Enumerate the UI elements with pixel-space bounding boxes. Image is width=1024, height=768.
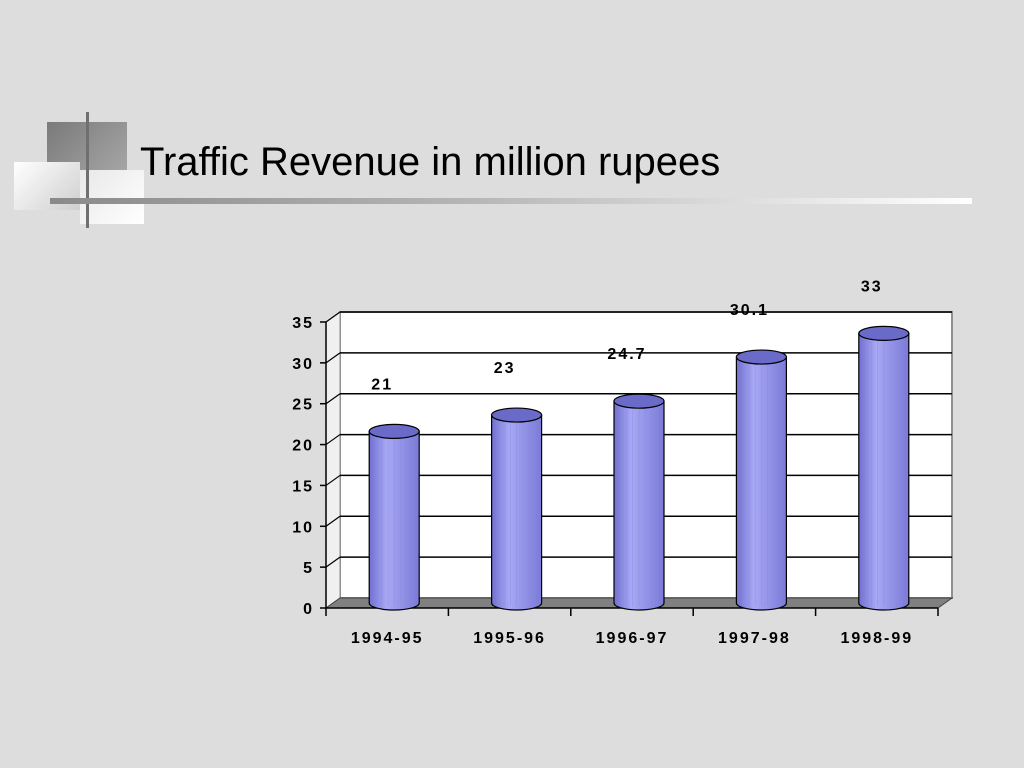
- x-tick-label-1998-99: 1998-99: [840, 630, 913, 647]
- bar-top: [368, 423, 420, 439]
- gridline-side: [325, 434, 341, 446]
- gridline-side: [325, 393, 341, 405]
- bar-top: [858, 325, 910, 341]
- y-tick-label: 10: [292, 519, 314, 536]
- y-tick-label: 5: [303, 560, 314, 577]
- gridline-side: [325, 515, 341, 527]
- x-tick-label-1997-98: 1997-98: [718, 630, 791, 647]
- data-label-1996-97: 24.7: [607, 346, 646, 363]
- y-tick-label: 20: [292, 438, 314, 455]
- x-tick-label-1994-95: 1994-95: [351, 630, 424, 647]
- bar-top: [613, 393, 665, 409]
- data-label-1995-96: 23: [494, 360, 516, 377]
- slide-title: Traffic Revenue in million rupees: [140, 140, 721, 184]
- data-label-1998-99: 33: [861, 278, 883, 295]
- gridline-side: [325, 556, 341, 568]
- data-label-1994-95: 21: [371, 376, 393, 393]
- y-tick-label: 0: [303, 601, 314, 618]
- bar-1998-99: [858, 325, 910, 611]
- bar-top: [490, 407, 543, 423]
- data-label-1997-98: 30.1: [730, 302, 769, 319]
- gridline-side: [325, 352, 341, 364]
- decorative-square-white: [80, 170, 144, 224]
- plot-side-wall: [325, 311, 341, 609]
- title-underline: [50, 198, 972, 204]
- x-tick-label-1996-97: 1996-97: [596, 630, 669, 647]
- bar-1995-96: [490, 407, 543, 611]
- bar-1997-98: [735, 349, 788, 611]
- x-tick-label-1995-96: 1995-96: [473, 630, 546, 647]
- y-tick-label: 25: [292, 397, 314, 414]
- y-tick-label: 35: [292, 315, 314, 332]
- decorative-vertical-line: [86, 112, 89, 228]
- y-tick-label: 15: [292, 478, 314, 495]
- bar-1994-95: [368, 423, 420, 611]
- bar-top: [735, 349, 788, 365]
- y-tick-label: 30: [292, 356, 314, 373]
- gridline-side: [325, 474, 341, 486]
- bar-1996-97: [613, 393, 665, 611]
- gridline-side: [325, 311, 341, 323]
